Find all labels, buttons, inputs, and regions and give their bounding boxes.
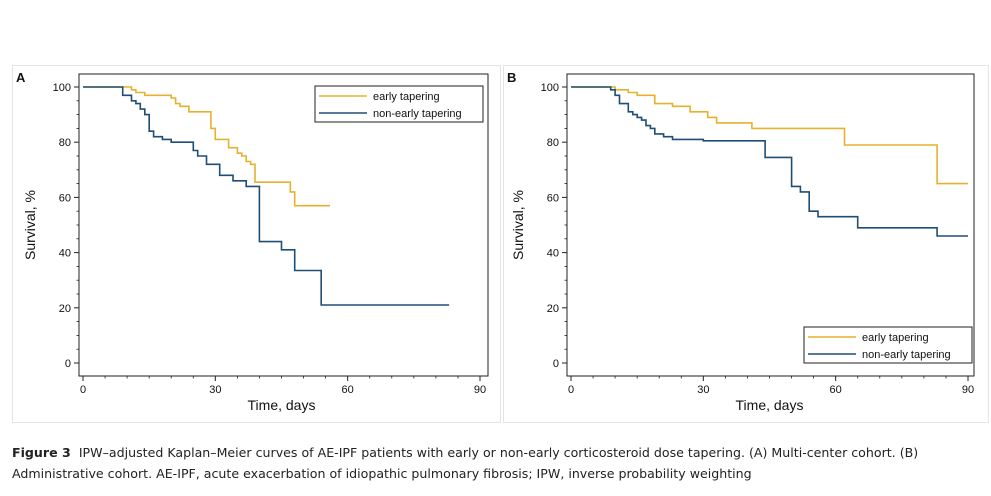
- legend: early tapering non-early tapering: [803, 326, 973, 364]
- x-tick-label: 30: [209, 384, 221, 396]
- legend-entry-label: early tapering: [373, 91, 440, 103]
- y-tick-label: 40: [547, 248, 559, 260]
- y-tick-label: 20: [547, 303, 559, 315]
- legend-entry-label: non-early tapering: [373, 108, 462, 120]
- y-tick-label: 80: [59, 137, 71, 149]
- y-tick-label: 20: [59, 303, 71, 315]
- panel-label: B: [507, 70, 516, 85]
- y-tick-label: 100: [53, 82, 71, 94]
- x-tick-label: 30: [697, 384, 709, 396]
- y-tick-label: 0: [65, 358, 71, 370]
- legend: early tapering non-early tapering: [314, 85, 484, 123]
- figure-caption: Figure 3 IPW–adjusted Kaplan–Meier curve…: [12, 442, 987, 484]
- y-tick-label: 60: [59, 192, 71, 204]
- series-line-non-early-tapering: [571, 86, 968, 237]
- km-chart-a: A 0 20 40 60 80 100 0 30 60 90 Time, days Survival, …: [16, 70, 489, 413]
- x-tick-label: 60: [342, 384, 354, 396]
- x-tick-label: 0: [80, 384, 86, 396]
- x-axis-label: Time, days: [736, 397, 804, 413]
- y-tick-label: 40: [59, 248, 71, 260]
- legend-frame: [314, 85, 484, 123]
- y-axis-label: Survival, %: [510, 190, 526, 260]
- figure-label: Figure 3: [12, 445, 71, 460]
- x-axis-label: Time, days: [248, 397, 316, 413]
- y-tick-label: 80: [547, 137, 559, 149]
- x-tick-label: 90: [962, 384, 974, 396]
- km-chart-b: B 0 20 40 60 80 100 0 30 60 90 Time, days Survival, …: [507, 70, 975, 413]
- x-tick-label: 90: [474, 384, 486, 396]
- legend-frame: [803, 326, 973, 364]
- panel-a: A 0 20 40 60 80 100 0 30 60 90 Time, days Survival, …: [12, 65, 501, 423]
- y-tick-label: 0: [553, 358, 559, 370]
- legend-entry-label: early tapering: [862, 332, 929, 344]
- y-axis-label: Survival, %: [22, 190, 38, 260]
- x-tick-label: 60: [830, 384, 842, 396]
- caption-text: IPW–adjusted Kaplan–Meier curves of AE-I…: [12, 445, 919, 481]
- legend-entry-label: non-early tapering: [862, 349, 951, 361]
- x-tick-label: 0: [568, 384, 574, 396]
- y-tick-label: 60: [547, 192, 559, 204]
- panel-label: A: [16, 70, 26, 85]
- y-tick-label: 100: [541, 82, 559, 94]
- series-line-non-early-tapering: [83, 86, 450, 306]
- panel-b: B 0 20 40 60 80 100 0 30 60 90 Time, days Survival, …: [503, 65, 989, 423]
- series-line-early-tapering: [83, 86, 330, 207]
- series-line-early-tapering: [571, 86, 968, 185]
